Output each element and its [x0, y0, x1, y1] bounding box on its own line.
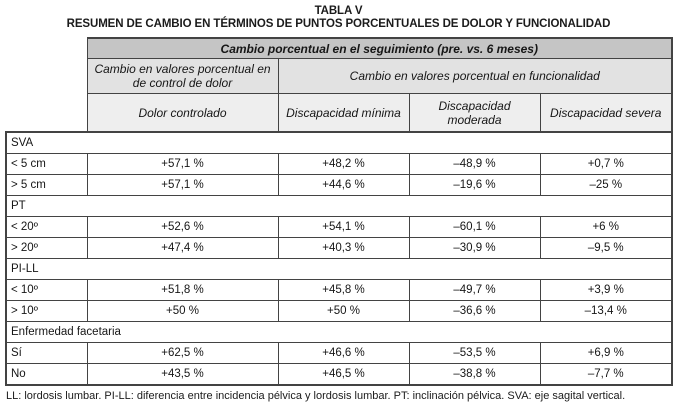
table-row: Sí +62,5 % +46,6 % –53,5 % +6,9 %	[5, 342, 673, 364]
column-header-cell: Discapacidad mínima	[277, 93, 410, 133]
value-cell: +6 %	[539, 216, 673, 238]
value-cell: +57,1 %	[86, 153, 279, 175]
value-cell: +40,3 %	[277, 237, 410, 259]
section-label-cell: PT	[5, 195, 673, 217]
row-label-cell: < 10º	[5, 279, 88, 301]
value-cell: –36,6 %	[408, 300, 541, 322]
row-label-cell: > 20º	[5, 237, 88, 259]
data-table: Cambio porcentual en el seguimiento (pre…	[5, 37, 673, 386]
value-cell: +46,6 %	[277, 342, 410, 364]
table-row: < 5 cm +57,1 % +48,2 % –48,9 % +0,7 %	[5, 153, 673, 175]
column-header-cell: Discapacidad severa	[539, 93, 673, 133]
value-cell: +3,9 %	[539, 279, 673, 301]
value-cell: –53,5 %	[408, 342, 541, 364]
value-cell: –48,9 %	[408, 153, 541, 175]
header-empty-cell	[6, 38, 87, 59]
header-group-pain-cell: Cambio en valores porcentual en de contr…	[86, 58, 279, 94]
table-footnote: LL: lordosis lumbar. PI-LL: diferencia e…	[6, 390, 626, 402]
value-cell: +47,4 %	[86, 237, 279, 259]
row-label-cell: > 5 cm	[5, 174, 88, 196]
header-band-cell: Cambio porcentual en el seguimiento (pre…	[86, 37, 673, 59]
value-cell: –13,4 %	[539, 300, 673, 322]
header-band-row: Cambio porcentual en el seguimiento (pre…	[6, 37, 673, 59]
page-subtitle: RESUMEN DE CAMBIO EN TÉRMINOS DE PUNTOS …	[66, 18, 611, 30]
section-row: PI-LL	[5, 258, 673, 280]
title-block: TABLA V RESUMEN DE CAMBIO EN TÉRMINOS DE…	[0, 0, 677, 31]
row-label-cell: Sí	[5, 342, 88, 364]
value-cell: +48,2 %	[277, 153, 410, 175]
value-cell: –19,6 %	[408, 174, 541, 196]
value-cell: –49,7 %	[408, 279, 541, 301]
section-row: SVA	[5, 131, 673, 154]
section-label-cell: Enfermedad facetaria	[5, 321, 673, 343]
column-header-cell: Discapacidad moderada	[408, 93, 541, 133]
header-columns-row: Dolor controlado Discapacidad mínima Dis…	[6, 93, 673, 133]
value-cell: –7,7 %	[539, 363, 673, 386]
row-label-cell: > 10º	[5, 300, 88, 322]
row-label-cell: < 20º	[5, 216, 88, 238]
value-cell: +50 %	[86, 300, 279, 322]
value-cell: +0,7 %	[539, 153, 673, 175]
section-row: Enfermedad facetaria	[5, 321, 673, 343]
table-row: > 5 cm +57,1 % +44,6 % –19,6 % –25 %	[5, 174, 673, 196]
value-cell: +43,5 %	[86, 363, 279, 386]
value-cell: +52,6 %	[86, 216, 279, 238]
value-cell: +6,9 %	[539, 342, 673, 364]
value-cell: –60,1 %	[408, 216, 541, 238]
value-cell: +50 %	[277, 300, 410, 322]
row-label-cell: No	[5, 363, 88, 386]
table-row: < 10º +51,8 % +45,8 % –49,7 % +3,9 %	[5, 279, 673, 301]
value-cell: +62,5 %	[86, 342, 279, 364]
table-row: No +43,5 % +46,5 % –38,8 % –7,7 %	[5, 363, 673, 386]
table-row: > 20º +47,4 % +40,3 % –30,9 % –9,5 %	[5, 237, 673, 259]
value-cell: +54,1 %	[277, 216, 410, 238]
section-label-cell: SVA	[5, 131, 673, 154]
section-row: PT	[5, 195, 673, 217]
value-cell: –9,5 %	[539, 237, 673, 259]
header-group-function-cell: Cambio en valores porcentual en funciona…	[277, 58, 673, 94]
value-cell: +44,6 %	[277, 174, 410, 196]
value-cell: +51,8 %	[86, 279, 279, 301]
value-cell: +46,5 %	[277, 363, 410, 386]
section-label-cell: PI-LL	[5, 258, 673, 280]
value-cell: –25 %	[539, 174, 673, 196]
table-row: > 10º +50 % +50 % –36,6 % –13,4 %	[5, 300, 673, 322]
value-cell: +57,1 %	[86, 174, 279, 196]
page-title: TABLA V	[314, 5, 363, 17]
table-row: < 20º +52,6 % +54,1 % –60,1 % +6 %	[5, 216, 673, 238]
row-label-cell: < 5 cm	[5, 153, 88, 175]
header-group-row: Cambio en valores porcentual en de contr…	[6, 58, 673, 94]
value-cell: –38,8 %	[408, 363, 541, 386]
value-cell: +45,8 %	[277, 279, 410, 301]
header-empty-cell	[6, 93, 87, 132]
column-header-cell: Dolor controlado	[86, 93, 279, 133]
header-empty-cell	[6, 58, 87, 94]
value-cell: –30,9 %	[408, 237, 541, 259]
